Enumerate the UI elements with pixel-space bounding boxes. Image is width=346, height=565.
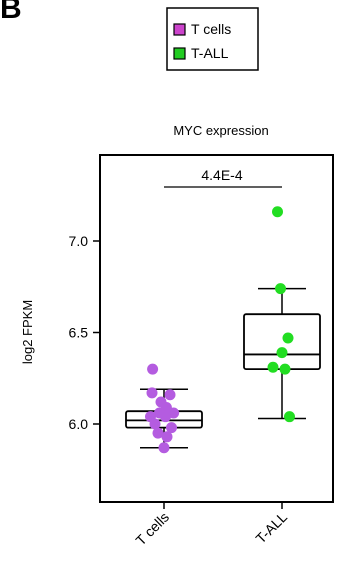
data-point-t-all bbox=[267, 361, 279, 373]
chart-title: MYC expression bbox=[173, 123, 268, 138]
data-point-t-cells bbox=[164, 389, 176, 401]
data-point-t-cells bbox=[161, 431, 173, 443]
y-tick-label: 6.0 bbox=[69, 416, 89, 432]
legend-swatch-t-all bbox=[173, 47, 186, 60]
data-point-t-all bbox=[279, 363, 291, 375]
legend-label-t-cells: T cells bbox=[191, 21, 231, 37]
data-points bbox=[145, 206, 295, 454]
x-tick-label: T cells bbox=[132, 509, 172, 549]
data-point-t-cells bbox=[149, 418, 161, 430]
y-tick-label: 7.0 bbox=[69, 233, 89, 249]
plot-frame bbox=[99, 154, 334, 503]
data-point-t-all bbox=[282, 332, 294, 344]
panel-label: B bbox=[0, 0, 22, 25]
data-point-t-cells bbox=[152, 427, 164, 439]
legend-box bbox=[166, 7, 259, 71]
x-axis: T cells T-ALL bbox=[132, 502, 290, 549]
p-value-label: 4.4E-4 bbox=[201, 167, 242, 183]
legend-swatch-t-cells bbox=[173, 23, 186, 36]
legend: T cells T-ALL bbox=[166, 7, 259, 71]
data-point-t-cells bbox=[160, 411, 171, 423]
y-axis-label: log2 FPKM bbox=[20, 300, 35, 364]
data-point-t-cells bbox=[166, 422, 177, 434]
significance-annotation: 4.4E-4 bbox=[164, 167, 282, 188]
data-point-t-cells bbox=[147, 363, 159, 375]
data-point-t-all bbox=[276, 347, 288, 359]
data-point-t-cells bbox=[146, 387, 158, 399]
y-tick-label: 6.5 bbox=[69, 325, 89, 341]
legend-label-t-all: T-ALL bbox=[191, 45, 229, 61]
box-t-all bbox=[243, 313, 321, 371]
data-point-t-cells bbox=[158, 442, 170, 454]
data-point-t-all bbox=[275, 283, 286, 295]
data-point-t-all bbox=[284, 411, 295, 423]
x-tick-label: T-ALL bbox=[252, 509, 290, 547]
data-point-t-all bbox=[272, 206, 283, 218]
y-axis: 6.0 6.5 7.0 bbox=[69, 233, 100, 432]
